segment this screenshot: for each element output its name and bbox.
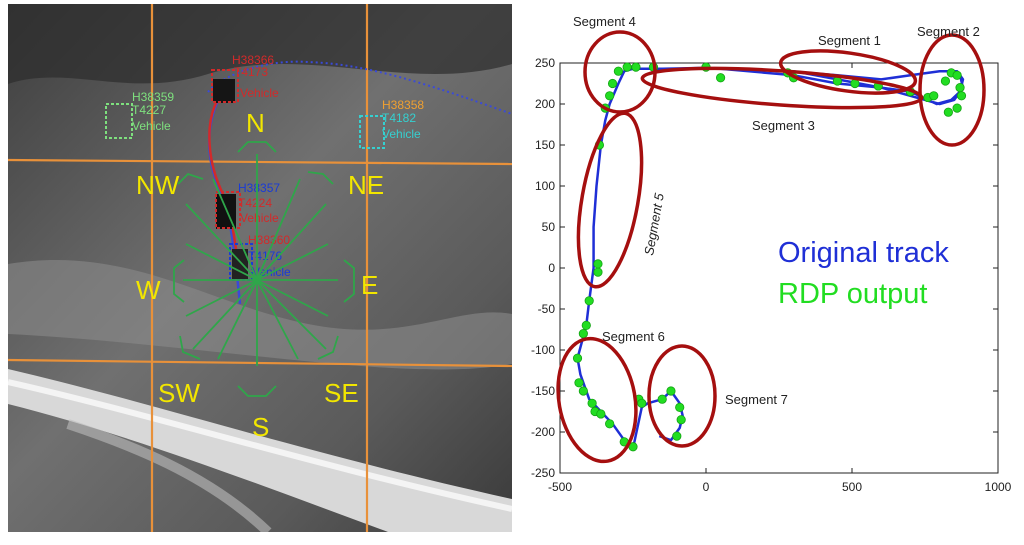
rdp-point bbox=[578, 386, 588, 396]
detection-box-1 bbox=[211, 69, 239, 103]
rdp-point bbox=[622, 62, 632, 72]
detection-box-2 bbox=[105, 103, 133, 139]
rdp-point bbox=[578, 328, 588, 339]
rdp-point bbox=[581, 320, 591, 330]
label-segment-3: Segment 3 bbox=[752, 118, 815, 133]
y-tick-label: 0 bbox=[548, 261, 555, 275]
vehicle-blob-1 bbox=[213, 79, 235, 103]
ellipse-segment-5 bbox=[576, 111, 644, 289]
rdp-point bbox=[584, 296, 594, 306]
legend-rdp-output: RDP output bbox=[778, 278, 927, 310]
segment-ellipses bbox=[556, 30, 986, 464]
detection-label-class: Vehicle bbox=[240, 86, 279, 100]
direction-label-w: W bbox=[136, 275, 161, 305]
rdp-point bbox=[605, 419, 615, 429]
rdp-point bbox=[675, 402, 685, 412]
rdp-point bbox=[607, 78, 618, 89]
rdp-point bbox=[572, 353, 583, 363]
track-chart: -250 -200 -150 -100 -50 0 50 100 150 200 250 -500 0 5… bbox=[520, 0, 1024, 540]
plot-frame bbox=[559, 62, 999, 474]
y-tick-label: 250 bbox=[535, 56, 555, 70]
compass-rays bbox=[173, 141, 355, 397]
y-tick-label: -200 bbox=[531, 425, 555, 439]
detection-label-track: T4182 bbox=[382, 111, 416, 125]
rdp-point bbox=[631, 62, 641, 72]
y-tick-label: -100 bbox=[531, 343, 555, 357]
y-tick-label: -250 bbox=[531, 466, 555, 480]
x-tick-label: 1000 bbox=[985, 480, 1012, 494]
label-segment-1: Segment 1 bbox=[818, 33, 881, 48]
detection-label-track: T4227 bbox=[132, 103, 166, 117]
rdp-point bbox=[593, 267, 603, 277]
ellipse-segment-6 bbox=[556, 336, 638, 464]
y-tick-label: 50 bbox=[542, 220, 556, 234]
ellipse-segment-2 bbox=[918, 33, 986, 147]
rdp-point bbox=[613, 66, 624, 76]
direction-label-ne: NE bbox=[348, 170, 384, 200]
rdp-point bbox=[657, 394, 667, 404]
ellipse-segment-1 bbox=[778, 49, 918, 95]
detection-box-3 bbox=[359, 115, 385, 149]
detection-label-class: Vehicle bbox=[132, 119, 171, 133]
detection-label-id: H38357 bbox=[238, 181, 280, 195]
direction-label-s: S bbox=[252, 412, 269, 442]
rdp-point bbox=[956, 91, 967, 101]
rdp-point bbox=[574, 378, 584, 388]
direction-label-n: N bbox=[246, 108, 265, 138]
dark-terrain-top bbox=[8, 4, 512, 84]
grid-lines bbox=[8, 4, 512, 532]
detection-label-class: Vehicle bbox=[240, 211, 279, 225]
detection-label-id: H38358 bbox=[382, 98, 424, 112]
x-tick-label: 500 bbox=[842, 480, 862, 494]
rdp-point bbox=[672, 431, 682, 441]
rdp-point bbox=[666, 386, 676, 396]
y-tick-label: 150 bbox=[535, 138, 555, 152]
rdp-point bbox=[952, 103, 962, 113]
rdp-point bbox=[943, 107, 953, 117]
rdp-point bbox=[955, 83, 965, 93]
rdp-point bbox=[940, 76, 951, 86]
detection-label-id: H38360 bbox=[248, 233, 290, 247]
x-tick-label: -500 bbox=[548, 480, 572, 494]
detection-label-class: Vehicle bbox=[382, 127, 421, 141]
y-tick-label: -150 bbox=[531, 384, 555, 398]
light-terrain-band bbox=[8, 259, 512, 370]
y-tick-label: 100 bbox=[535, 179, 555, 193]
direction-label-sw: SW bbox=[158, 378, 200, 408]
rdp-point bbox=[596, 409, 606, 419]
detection-label-id: H38366 bbox=[232, 53, 274, 67]
ellipse-segment-7 bbox=[647, 344, 717, 448]
direction-label-nw: NW bbox=[136, 170, 180, 200]
detection-box-4 bbox=[215, 191, 241, 229]
label-segment-4: Segment 4 bbox=[573, 14, 636, 29]
detection-label-track: T4173 bbox=[234, 65, 268, 79]
infrared-frame: H38366 T4173 Vehicle H38359 T4227 Vehicl… bbox=[8, 4, 512, 532]
y-tick-label: -50 bbox=[538, 302, 556, 316]
rdp-point bbox=[929, 91, 939, 101]
detection-label-track: T4224 bbox=[238, 196, 272, 210]
y-tick-label: 200 bbox=[535, 97, 555, 111]
detection-label-id: H38359 bbox=[132, 90, 174, 104]
label-segment-2: Segment 2 bbox=[917, 24, 980, 39]
label-segment-7: Segment 7 bbox=[725, 392, 788, 407]
x-tick-label: 0 bbox=[703, 480, 710, 494]
legend-original-track: Original track bbox=[778, 237, 949, 269]
rdp-point bbox=[593, 259, 603, 269]
direction-label-se: SE bbox=[324, 378, 359, 408]
rdp-point bbox=[605, 91, 615, 101]
rdp-point bbox=[952, 70, 962, 80]
road bbox=[8, 369, 512, 532]
rdp-point bbox=[637, 398, 647, 408]
rdp-point bbox=[716, 73, 726, 83]
label-segment-6: Segment 6 bbox=[602, 329, 665, 344]
rdp-point bbox=[587, 398, 597, 408]
rdp-point bbox=[676, 415, 686, 425]
direction-label-e: E bbox=[361, 270, 378, 300]
